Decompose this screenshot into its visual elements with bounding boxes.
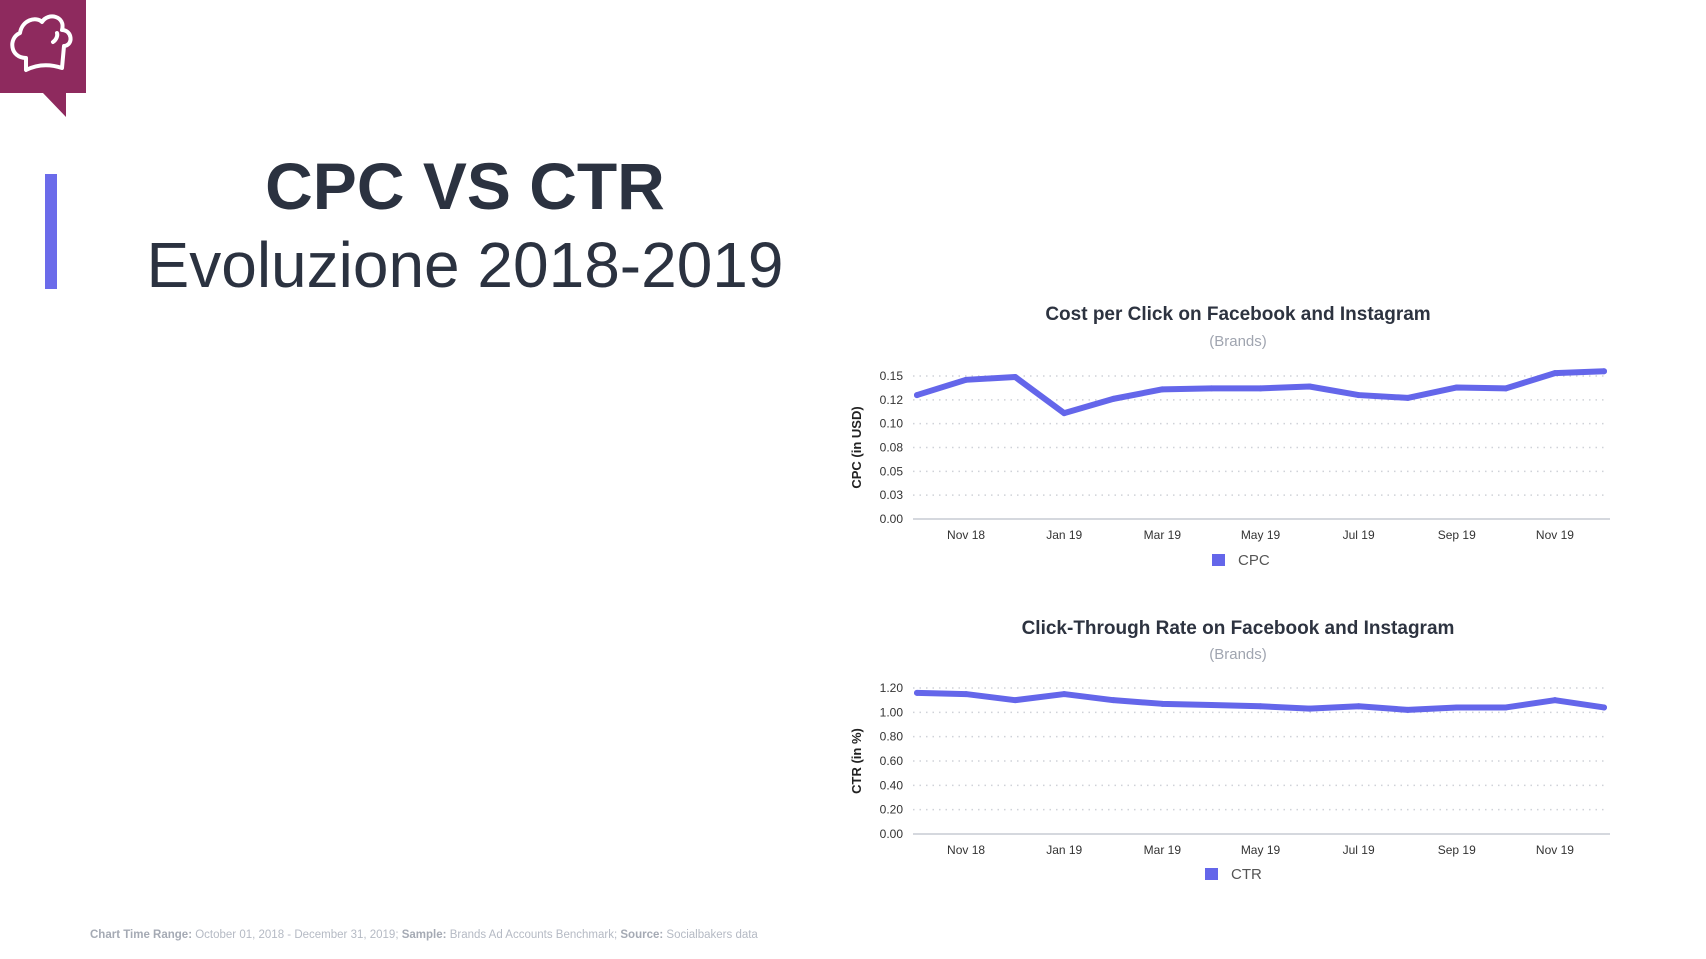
data-point [1355,392,1362,399]
data-point [1257,703,1264,710]
y-tick-label: 0.12 [880,393,904,407]
data-point [1306,383,1313,390]
data-point [1551,370,1558,377]
data-point [1110,395,1117,402]
range-label: Chart Time Range: [90,929,193,941]
y-tick-label: 0.15 [880,369,904,383]
x-tick-label: Jan 19 [1046,528,1082,542]
x-tick-label: Mar 19 [1144,843,1182,857]
y-tick-label: 0.00 [880,512,904,526]
chart-subtitle: (Brands) [1209,646,1267,663]
data-point [1306,705,1313,712]
y-tick-label: 0.40 [880,778,904,792]
x-tick-label: Jan 19 [1046,843,1082,857]
y-tick-label: 0.20 [880,803,904,817]
chef-hat-logo [0,0,86,117]
legend-swatch [1212,554,1225,566]
data-point [1159,386,1166,393]
y-tick-label: 0.08 [880,441,904,455]
chef-hat-icon [10,14,73,72]
data-point [1502,704,1509,711]
legend-label: CPC [1238,552,1270,569]
data-point [1208,702,1215,709]
y-tick-label: 0.60 [880,754,904,768]
chart-title: Cost per Click on Facebook and Instagram [1045,304,1430,325]
range-value: October 01, 2018 - December 31, 2019; [195,929,399,941]
data-point [1257,385,1264,392]
data-point [1453,384,1460,391]
data-point [914,392,920,399]
y-tick-label: 1.00 [880,705,904,719]
data-point [1012,697,1019,704]
data-point [963,376,970,383]
x-tick-label: Nov 19 [1536,843,1574,857]
accent-bar [45,174,57,289]
data-point [1601,704,1607,711]
data-point [1404,706,1411,713]
legend-label: CTR [1231,866,1262,883]
data-point [1061,691,1068,698]
y-tick-label: 1.20 [880,681,904,695]
y-tick-label: 0.00 [880,827,904,841]
data-point [1159,700,1166,707]
data-point [1061,410,1068,417]
x-tick-label: Jul 19 [1343,528,1375,542]
series-line-cpc [914,368,1607,417]
source-value: Socialbakers data [666,929,758,941]
page-subtitle: Evoluzione 2018-2019 [146,229,784,301]
y-axis-label: CTR (in %) [849,728,864,794]
data-point [1453,704,1460,711]
data-point [963,691,970,698]
source-label: Source: [620,929,664,941]
x-tick-label: May 19 [1241,528,1281,542]
chart-subtitle: (Brands) [1209,333,1267,350]
footer-note: Chart Time Range: October 01, 2018 - Dec… [90,929,758,941]
x-tick-label: Nov 18 [947,843,985,857]
y-tick-label: 0.03 [880,488,904,502]
chart-title: Click-Through Rate on Facebook and Insta… [1022,618,1455,639]
legend-swatch [1205,868,1218,880]
sample-label: Sample: [401,929,447,941]
data-point [1110,697,1117,704]
data-point [1012,373,1019,380]
x-tick-label: Nov 18 [947,528,985,542]
data-point [1502,385,1509,392]
y-tick-label: 0.80 [880,730,904,744]
x-tick-label: Sep 19 [1438,528,1476,542]
sample-value: Brands Ad Accounts Benchmark; [449,929,618,941]
data-point [1355,703,1362,710]
page-title: CPC VS CTR [265,149,665,223]
y-tick-label: 0.05 [880,464,904,478]
y-tick-label: 0.10 [880,417,904,431]
data-point [1551,697,1558,704]
data-point [1601,368,1607,375]
data-point [914,689,920,696]
data-point [1404,394,1411,401]
x-tick-label: Nov 19 [1536,528,1574,542]
y-axis-label: CPC (in USD) [849,406,864,488]
x-tick-label: Jul 19 [1343,843,1375,857]
x-tick-label: May 19 [1241,843,1281,857]
data-point [1208,385,1215,392]
x-tick-label: Mar 19 [1144,528,1182,542]
x-tick-label: Sep 19 [1438,843,1476,857]
